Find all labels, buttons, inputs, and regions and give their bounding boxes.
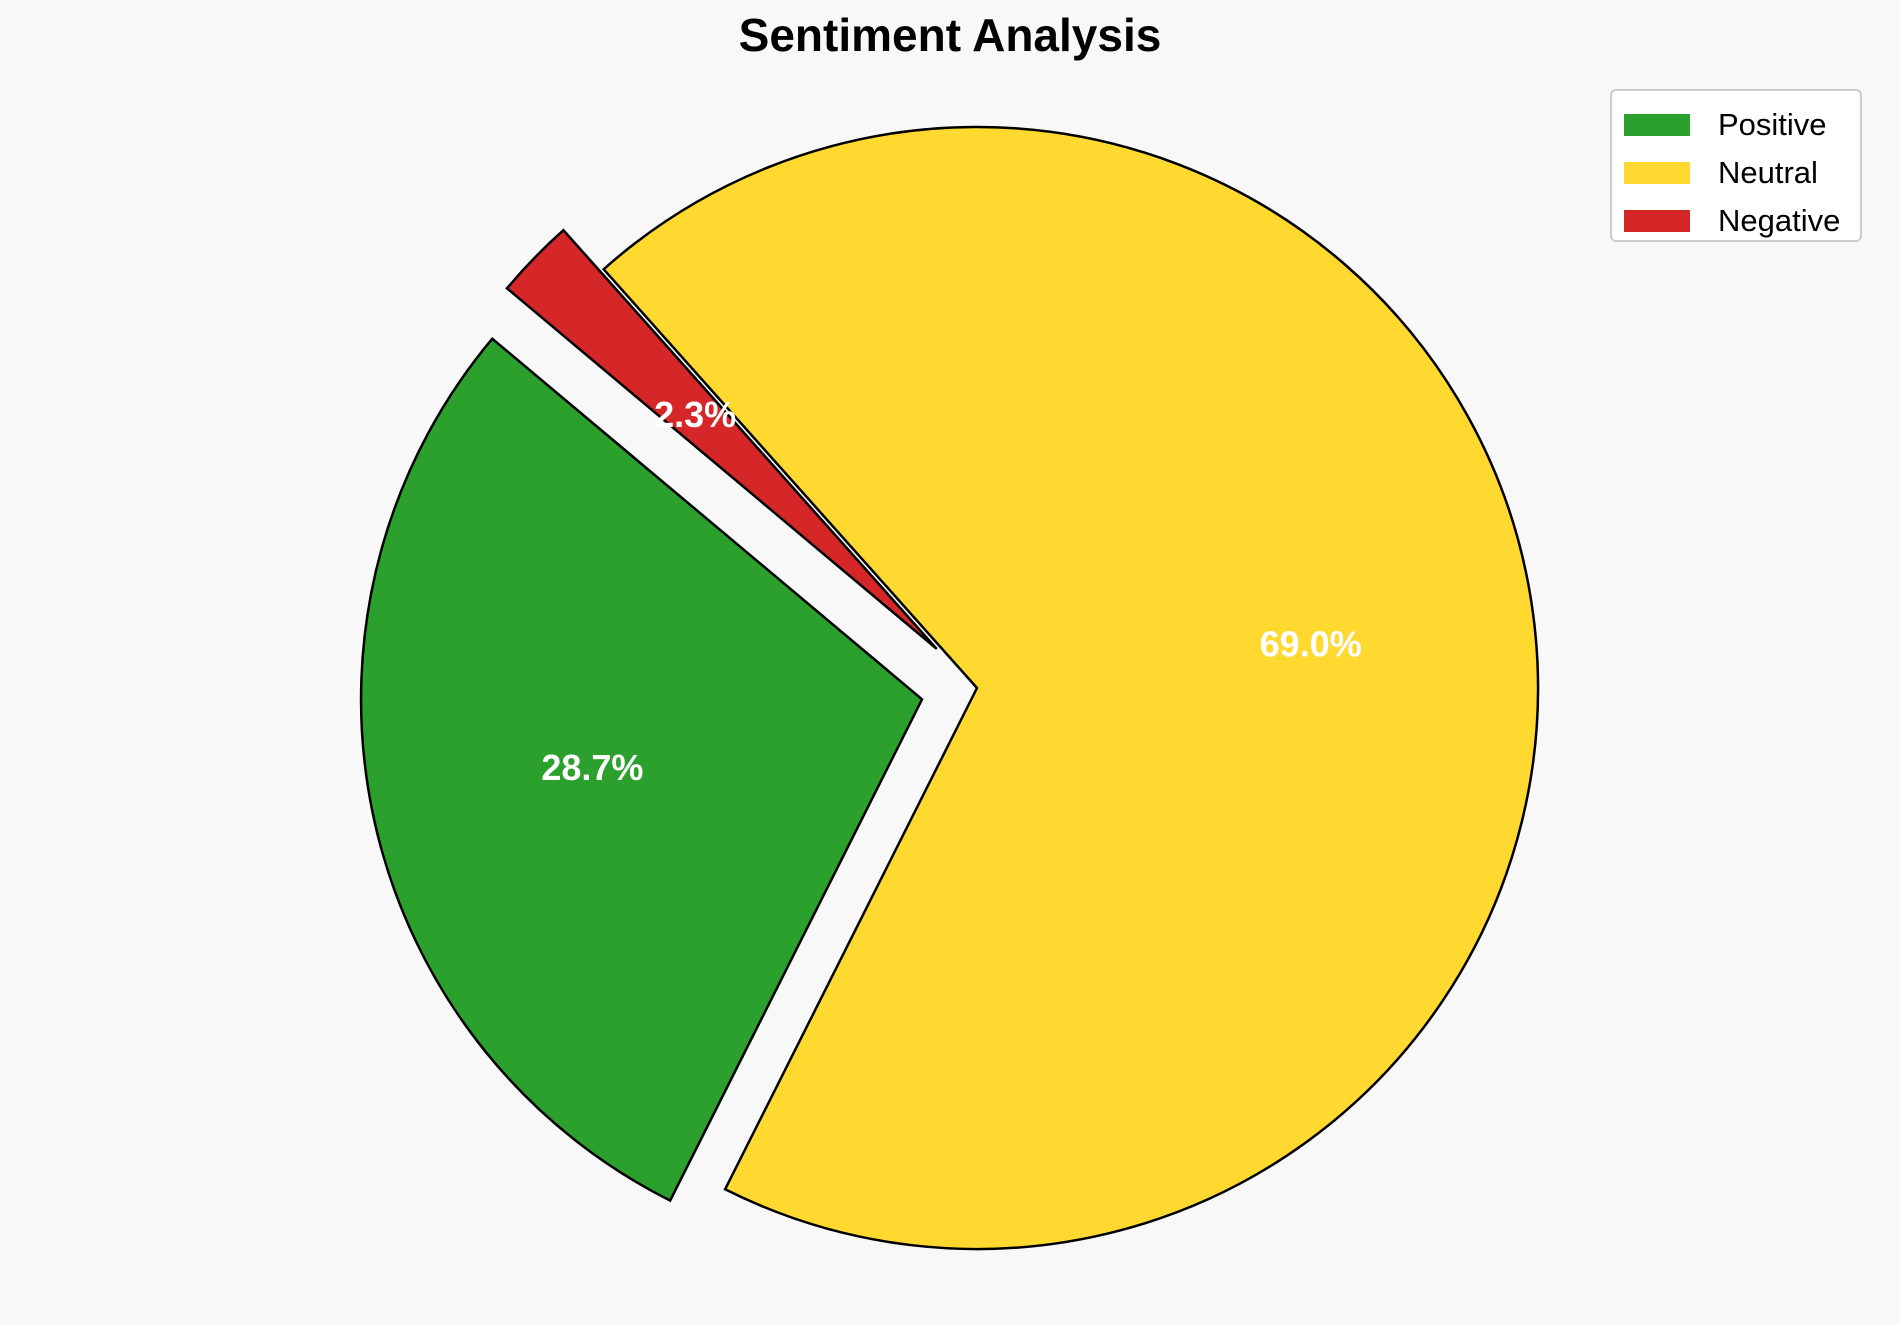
pie-slice-negative — [505, 228, 938, 650]
legend-item-negative: Negative — [1624, 197, 1860, 245]
pie-labels: 28.7% 69.0% 2.3% — [541, 394, 1361, 788]
pie-slice-positive — [359, 336, 924, 1203]
legend-label-negative: Negative — [1718, 203, 1841, 238]
pie-slice-neutral — [601, 125, 1540, 1251]
legend: Positive Neutral Negative — [1610, 89, 1862, 242]
legend-swatch-neutral — [1624, 162, 1690, 184]
legend-swatch-positive — [1624, 114, 1690, 136]
legend-item-positive: Positive — [1624, 101, 1860, 149]
pie-label-negative: 2.3% — [654, 394, 736, 435]
chart-title: Sentiment Analysis — [738, 9, 1162, 61]
legend-swatch-negative — [1624, 210, 1690, 232]
legend-item-neutral: Neutral — [1624, 149, 1860, 197]
pie-label-positive: 28.7% — [541, 747, 643, 788]
legend-label-neutral: Neutral — [1718, 155, 1818, 190]
pie-label-neutral: 69.0% — [1260, 623, 1362, 664]
pie-slices — [359, 125, 1540, 1251]
legend-label-positive: Positive — [1718, 107, 1827, 142]
